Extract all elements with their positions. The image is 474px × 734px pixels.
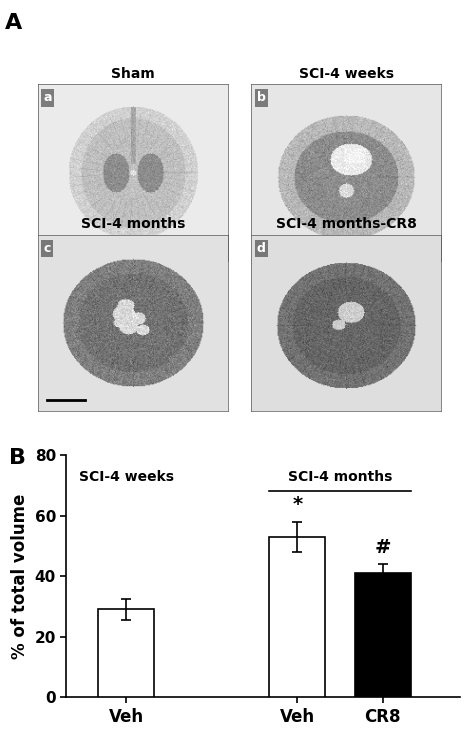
Text: SCI-4 months-CR8: SCI-4 months-CR8 xyxy=(275,217,417,231)
Text: c: c xyxy=(44,242,51,255)
Text: SCI-4 months: SCI-4 months xyxy=(81,217,185,231)
Text: a: a xyxy=(44,92,52,104)
Text: B: B xyxy=(9,448,27,468)
Bar xyxy=(99,609,154,697)
Bar xyxy=(355,573,410,697)
Text: A: A xyxy=(5,12,22,33)
Text: #: # xyxy=(374,537,391,556)
Text: SCI-4 weeks: SCI-4 weeks xyxy=(79,470,174,484)
Text: b: b xyxy=(257,92,266,104)
Bar xyxy=(270,537,325,697)
Text: SCI-4 months: SCI-4 months xyxy=(288,470,392,484)
Text: Sham: Sham xyxy=(111,67,155,81)
Text: SCI-4 weeks: SCI-4 weeks xyxy=(299,67,393,81)
Text: *: * xyxy=(292,495,302,514)
Text: d: d xyxy=(257,242,266,255)
Y-axis label: % of total volume: % of total volume xyxy=(11,493,29,659)
